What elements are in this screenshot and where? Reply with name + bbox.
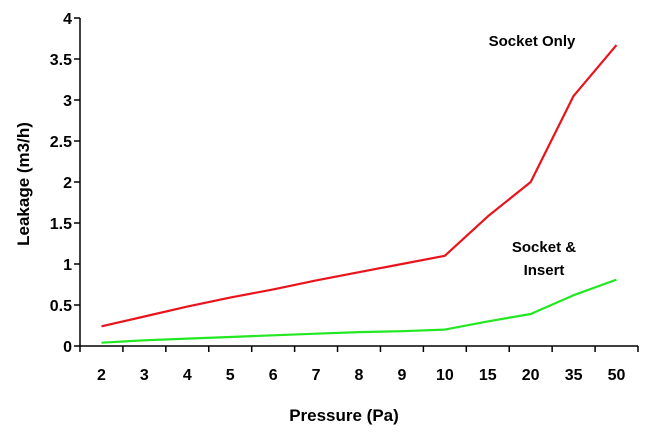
y-axis-title: Leakage (m3/h) bbox=[14, 122, 33, 246]
y-tick-label: 0 bbox=[63, 339, 72, 356]
series-line-socket-and-insert bbox=[101, 278, 617, 344]
x-tick-label: 2 bbox=[97, 367, 106, 384]
x-tick-label: 8 bbox=[355, 367, 364, 384]
x-tick-label: 6 bbox=[269, 367, 278, 384]
x-tick-label: 35 bbox=[565, 367, 583, 384]
x-tick-label: 7 bbox=[312, 367, 321, 384]
y-tick-label: 1 bbox=[63, 257, 72, 274]
x-tick-label: 4 bbox=[183, 367, 192, 384]
y-tick-label: 3.5 bbox=[50, 52, 72, 69]
series-annotation: Socket & Insert bbox=[512, 239, 576, 279]
y-tick-label: 2.5 bbox=[50, 134, 72, 151]
y-tick-label: 3 bbox=[63, 93, 72, 110]
series-annotation: Socket Only bbox=[489, 33, 576, 50]
y-tick-label: 1.5 bbox=[50, 216, 72, 233]
x-tick-label: 50 bbox=[608, 367, 626, 384]
series-line-socket-only bbox=[101, 44, 618, 328]
y-tick-label: 0.5 bbox=[50, 298, 72, 315]
x-tick-label: 20 bbox=[522, 367, 540, 384]
y-tick-label: 2 bbox=[63, 175, 72, 192]
x-tick-label: 3 bbox=[140, 367, 149, 384]
axes-layer bbox=[74, 17, 639, 352]
annotations-layer: Socket Only Socket & Insert bbox=[489, 33, 577, 279]
series-annotation-line: Insert bbox=[524, 262, 565, 279]
x-tick-label: 15 bbox=[479, 367, 497, 384]
x-tick-label: 10 bbox=[436, 367, 454, 384]
x-axis-title: Pressure (Pa) bbox=[289, 406, 399, 425]
x-tick-label: 5 bbox=[226, 367, 235, 384]
x-tick-label: 9 bbox=[397, 367, 406, 384]
plot-series-layer bbox=[101, 44, 618, 344]
series-annotation-line: Socket & bbox=[512, 239, 576, 256]
tick-labels-layer: 0 0.5 1 1.5 2 2.5 3 3.5 4 2 3 4 5 6 7 8 9 10 15 20 35 50 bbox=[50, 11, 626, 384]
series-annotation-line: Socket Only bbox=[489, 33, 576, 50]
y-tick-label: 4 bbox=[63, 11, 72, 28]
